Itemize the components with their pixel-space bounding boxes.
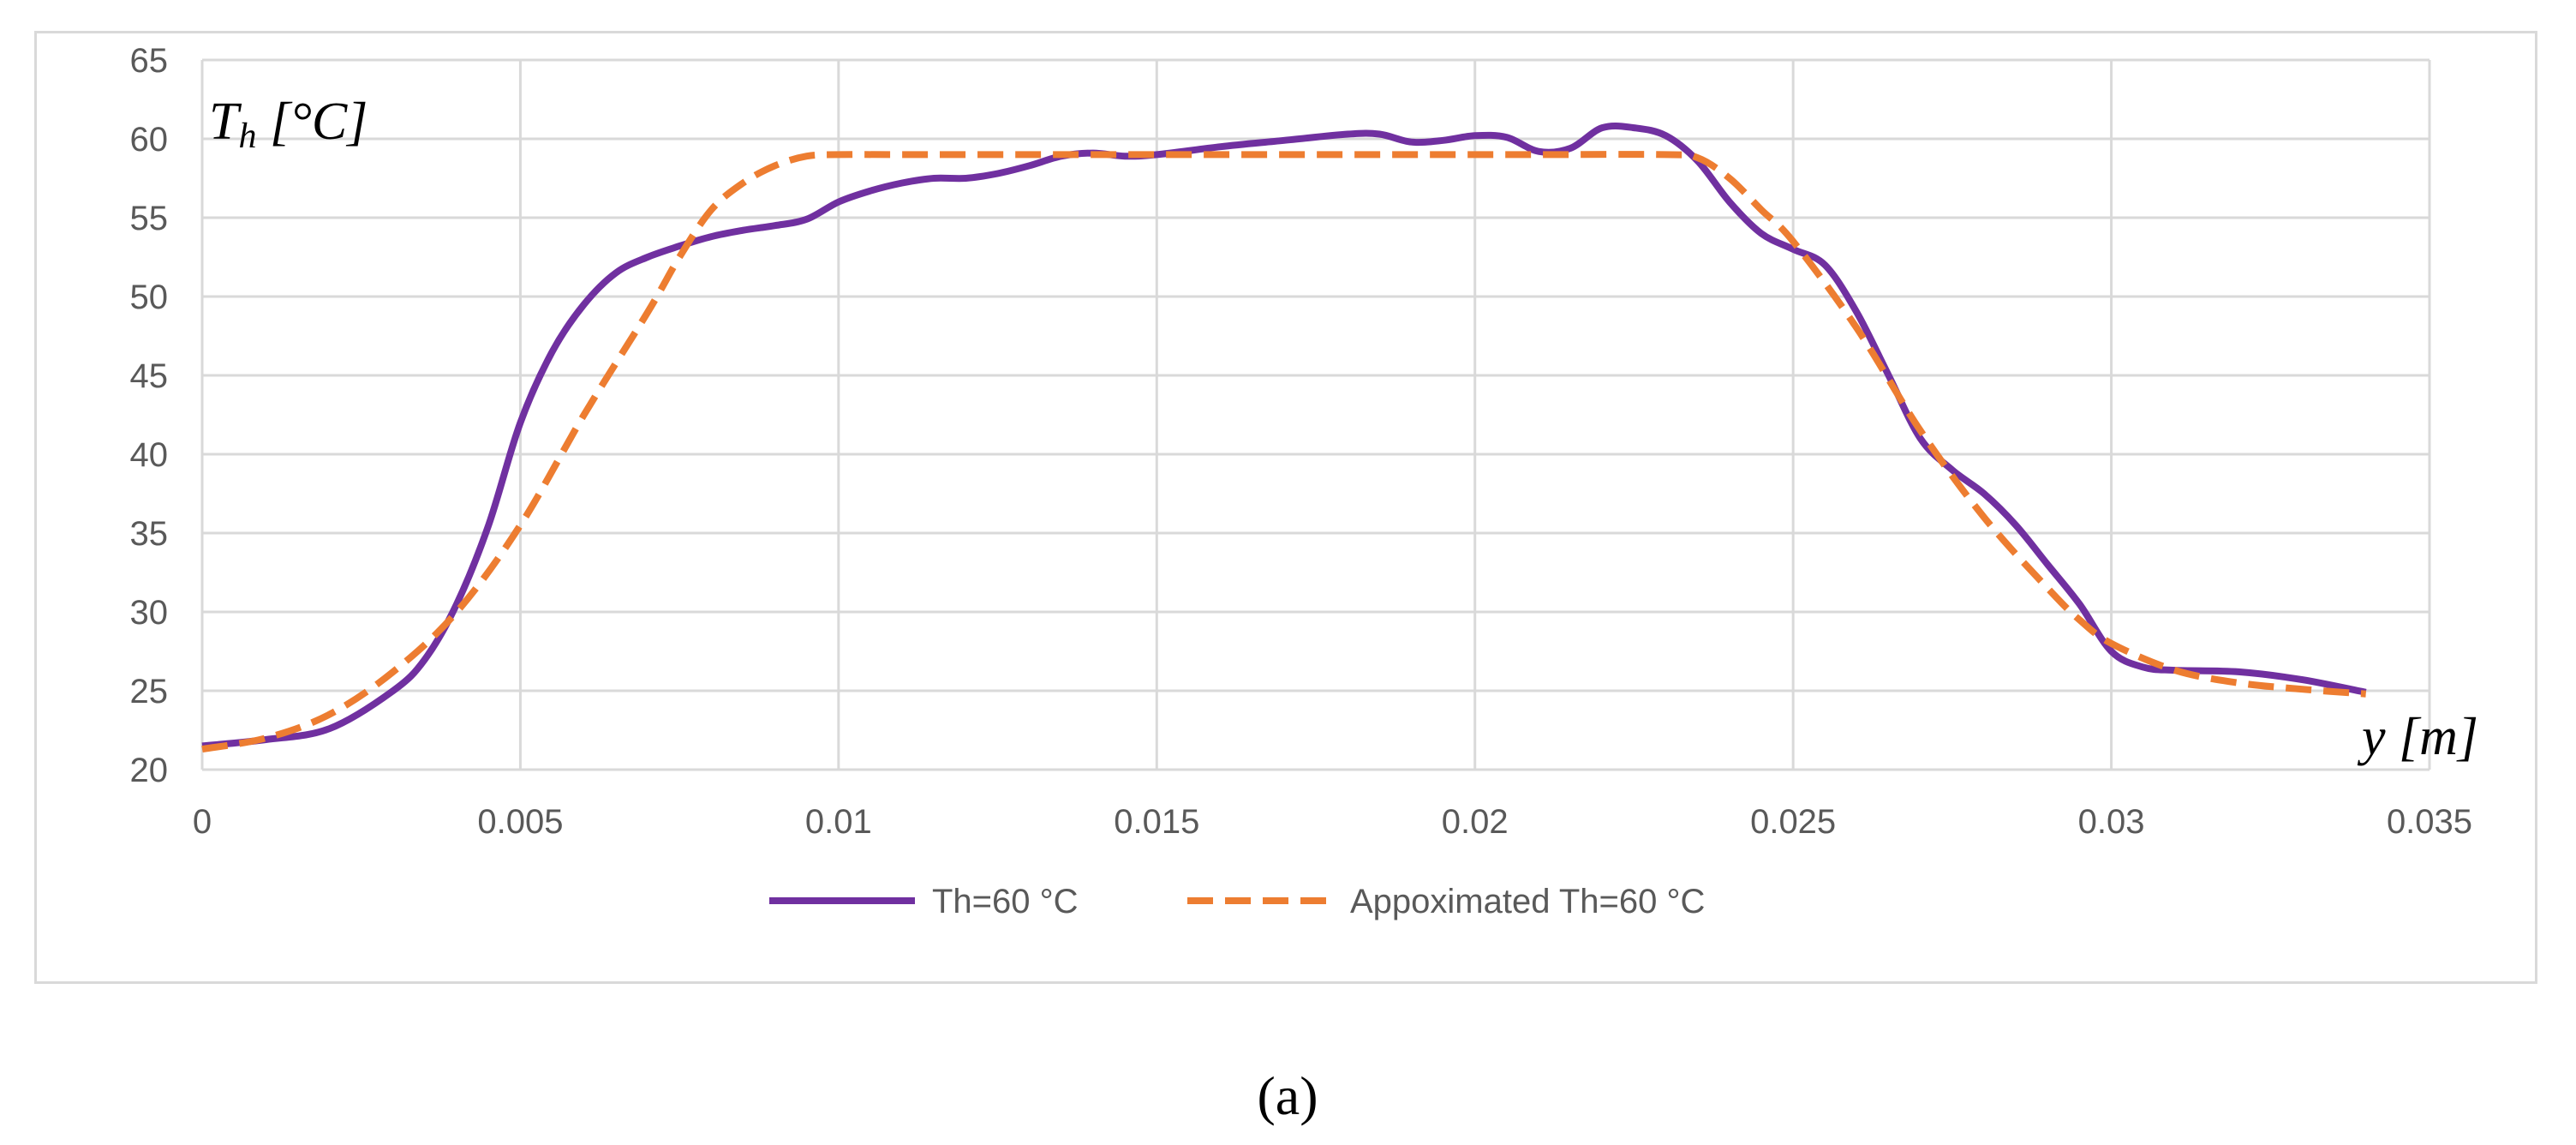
legend-label-series-1: Th=60 °C <box>932 883 1079 920</box>
x-tick-label: 0.025 <box>1750 803 1836 841</box>
y-tick-label: 40 <box>130 436 169 474</box>
legend-label-series-2: Appoximated Th=60 °C <box>1350 883 1705 920</box>
y-axis-title-sub: h <box>238 117 256 156</box>
y-tick-label: 35 <box>130 515 169 553</box>
x-axis-title: y [m] <box>2357 708 2478 766</box>
series-lines <box>201 122 2367 753</box>
grid-lines <box>200 58 2431 771</box>
y-axis-title-main: T <box>209 93 242 151</box>
series-line-2 <box>201 151 2366 753</box>
legend: Th=60 °C Appoximated Th=60 °C <box>769 883 1705 920</box>
y-axis-title-unit: [°C] <box>256 93 368 151</box>
y-tick-label: 30 <box>130 594 169 632</box>
y-tick-label: 50 <box>130 279 169 316</box>
figure-caption: (a) <box>1257 1065 1318 1126</box>
y-tick-label: 45 <box>130 357 169 395</box>
x-tick-label: 0.02 <box>1442 803 1509 841</box>
x-tick-label: 0.005 <box>477 803 563 841</box>
y-tick-label: 25 <box>130 673 169 710</box>
y-axis-ticks: 20 25 30 35 40 45 50 55 60 65 <box>130 42 169 789</box>
y-tick-label: 60 <box>130 121 169 159</box>
x-axis-ticks: 0 0.005 0.01 0.015 0.02 0.025 0.03 0.035 <box>193 803 2472 841</box>
series-line-1 <box>201 122 2367 750</box>
x-tick-label: 0.01 <box>805 803 872 841</box>
x-tick-label: 0.015 <box>1114 803 1199 841</box>
y-tick-label: 20 <box>130 752 169 789</box>
y-axis-title: Th [°C] <box>209 93 368 156</box>
chart-frame <box>34 31 2537 984</box>
x-tick-label: 0.035 <box>2387 803 2472 841</box>
x-tick-label: 0 <box>193 803 212 841</box>
x-tick-label: 0.03 <box>2078 803 2145 841</box>
y-tick-label: 55 <box>130 200 169 237</box>
y-tick-label: 65 <box>130 42 169 80</box>
